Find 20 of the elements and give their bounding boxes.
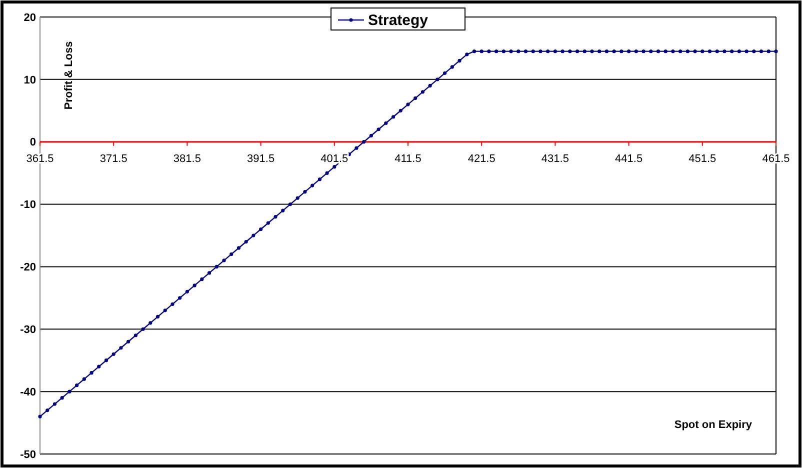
- y-axis-title: Profit & Loss: [63, 41, 75, 110]
- y-tick-label: 0: [30, 136, 36, 149]
- x-tick-label: 411.5: [394, 152, 422, 165]
- y-tick-label: -30: [20, 324, 36, 336]
- legend-label: Strategy: [368, 12, 429, 29]
- x-axis-title: Spot on Expiry: [674, 419, 753, 431]
- x-tick-label: 361.5: [26, 152, 54, 165]
- x-tick-label: 451.5: [688, 152, 716, 165]
- x-tick-label: 381.5: [173, 152, 201, 165]
- y-tick-label: -40: [20, 386, 36, 398]
- x-tick-label: 371.5: [100, 152, 128, 165]
- y-tick-label: 20: [24, 12, 36, 24]
- y-tick-label: -10: [20, 199, 36, 212]
- x-tick-label: 421.5: [468, 152, 496, 165]
- y-tick-label: -50: [20, 448, 36, 461]
- x-tick-label: 431.5: [541, 152, 569, 165]
- x-tick-label: 441.5: [615, 152, 643, 165]
- x-tick-label: 391.5: [247, 152, 275, 165]
- y-tick-label: 10: [24, 74, 36, 86]
- y-tick-label: -20: [20, 262, 36, 274]
